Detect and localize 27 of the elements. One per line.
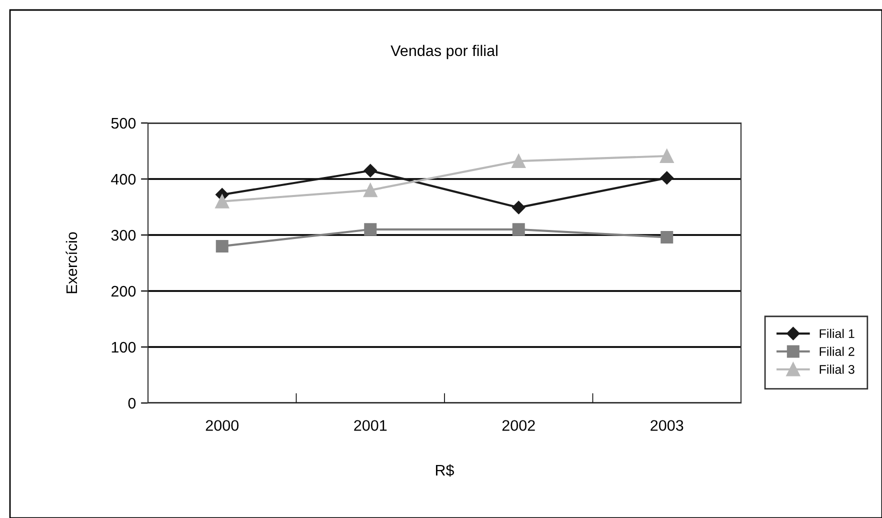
y-tick-label: 400 bbox=[111, 174, 136, 185]
point bbox=[660, 149, 674, 163]
point bbox=[363, 183, 378, 198]
x-tick-label: 2001 bbox=[354, 420, 387, 431]
point bbox=[216, 240, 228, 252]
x-axis-title: R$ bbox=[436, 464, 454, 477]
point bbox=[660, 230, 674, 244]
y-tick-label: 100 bbox=[112, 342, 136, 353]
y-tick-label: 0 bbox=[128, 398, 136, 409]
legend-label: Filial 3 bbox=[820, 364, 854, 374]
y-axis-title: Exercício bbox=[66, 232, 78, 294]
point bbox=[512, 154, 526, 168]
y-tick-label: 300 bbox=[111, 230, 136, 241]
legend-label: Filial 1 bbox=[820, 328, 854, 338]
x-tick-label: 2003 bbox=[650, 420, 684, 431]
point bbox=[660, 171, 674, 184]
point bbox=[215, 194, 230, 208]
point bbox=[364, 164, 377, 178]
y-tick-label: 500 bbox=[111, 118, 136, 129]
y-tick-label: 200 bbox=[111, 286, 136, 297]
point bbox=[512, 223, 525, 236]
x-tick-label: 2002 bbox=[502, 420, 535, 431]
point bbox=[364, 223, 377, 236]
chart-title: Vendas por filial bbox=[390, 44, 498, 60]
legend-label: Filial 2 bbox=[820, 346, 854, 356]
x-tick-label: 2000 bbox=[206, 420, 239, 431]
point bbox=[512, 200, 526, 214]
